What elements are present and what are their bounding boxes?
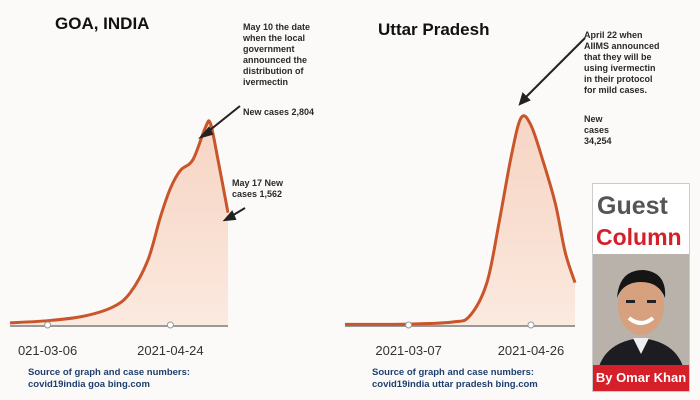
area: [10, 120, 228, 325]
column-byline: By Omar Khan: [593, 365, 689, 391]
arrow: [204, 105, 241, 135]
arrowhead: [518, 92, 531, 106]
x-tick-label: 2021-03-07: [375, 343, 442, 358]
arrowhead: [222, 210, 237, 222]
x-tick-label: 021-03-06: [18, 343, 77, 358]
arrows: [198, 37, 586, 222]
arrowhead: [198, 126, 214, 139]
annotation: May 17 New cases 1,562: [232, 178, 284, 199]
chart: 2021-03-07 2021-04-26: [344, 114, 577, 358]
portrait: [593, 254, 689, 374]
column-title: Column: [596, 224, 682, 250]
annotation: April 22 when AIIMS announced that they …: [584, 30, 660, 95]
line: [344, 114, 577, 326]
annotation: New cases 2,804: [243, 107, 315, 117]
chart-title: GOA, INDIA: [55, 14, 150, 33]
x-tick-label: 2021-04-26: [498, 343, 565, 358]
annotation: New cases 34,254: [584, 114, 612, 146]
area: [345, 115, 575, 325]
source-note: Source of graph and case numbers: covid1…: [372, 367, 538, 390]
tick-mark: [405, 321, 413, 329]
tick-mark: [166, 321, 174, 329]
annotation: May 10 the date when the local governmen…: [243, 22, 311, 87]
guest-column: Guest Column By Omar Khan: [592, 183, 690, 392]
tick-mark: [527, 321, 535, 329]
arrow: [522, 37, 586, 101]
x-tick-label: 2021-04-24: [137, 343, 204, 358]
source-note: Source of graph and case numbers: covid1…: [28, 367, 191, 390]
chart: 021-03-06 2021-04-24: [9, 119, 230, 358]
chart-title: Uttar Pradesh: [378, 20, 490, 39]
line: [9, 119, 230, 325]
tick-mark: [44, 321, 52, 329]
column-kicker: Guest: [597, 192, 668, 220]
